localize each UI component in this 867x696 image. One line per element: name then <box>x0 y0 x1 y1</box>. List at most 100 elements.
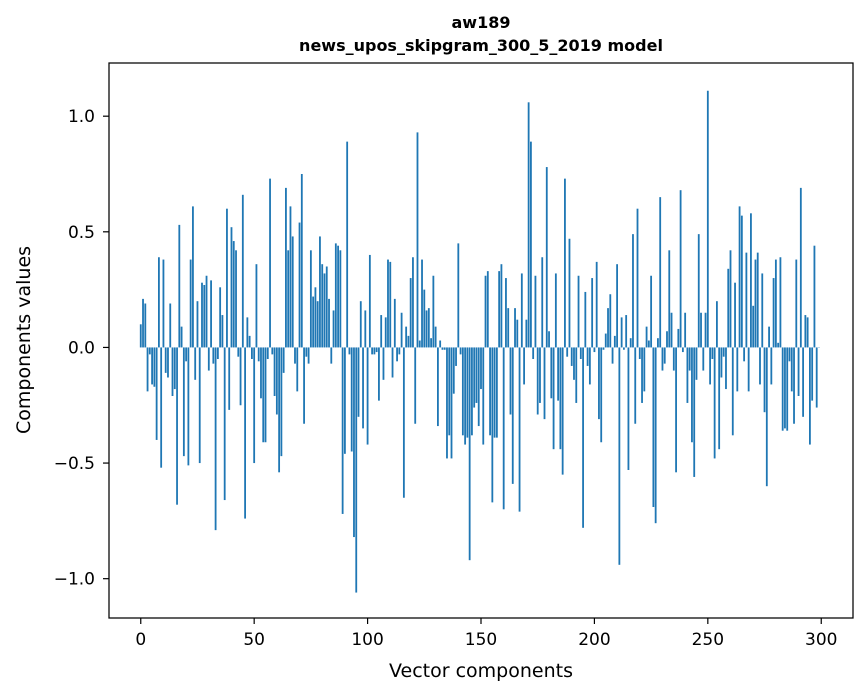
bar-164 <box>511 347 514 484</box>
bar-113 <box>396 347 398 362</box>
bar-176 <box>539 347 541 403</box>
bar-229 <box>659 197 662 348</box>
bar-100 <box>366 347 369 445</box>
bar-22 <box>189 259 192 348</box>
bar-198 <box>588 347 591 385</box>
bar-197 <box>586 347 589 366</box>
bar-238 <box>679 190 682 348</box>
bar-96 <box>357 347 360 417</box>
bar-169 <box>523 347 525 385</box>
bar-72 <box>303 347 305 424</box>
bar-239 <box>681 347 684 353</box>
bar-196 <box>584 291 587 348</box>
bar-150 <box>480 347 482 390</box>
bar-31 <box>210 280 212 348</box>
bar-138 <box>452 347 455 394</box>
bar-51 <box>255 264 258 348</box>
bar-34 <box>216 347 219 359</box>
bar-118 <box>407 335 410 348</box>
bar-288 <box>793 347 795 424</box>
bar-102 <box>371 347 374 355</box>
chart-title: aw189 <box>452 13 511 32</box>
bar-296 <box>811 347 814 401</box>
bar-231 <box>663 347 666 364</box>
bar-247 <box>700 312 702 348</box>
bar-230 <box>661 347 664 371</box>
bar-227 <box>654 347 657 524</box>
bar-167 <box>518 347 521 512</box>
bar-263 <box>736 347 739 392</box>
bar-233 <box>668 250 671 348</box>
bar-278 <box>770 347 773 385</box>
bar-11 <box>164 347 167 373</box>
bar-236 <box>675 347 677 473</box>
bar-16 <box>176 347 178 505</box>
bar-159 <box>500 264 503 348</box>
bar-232 <box>666 331 668 348</box>
bar-185 <box>559 347 562 450</box>
bar-12 <box>167 347 169 378</box>
bar-222 <box>643 347 646 392</box>
bar-140 <box>457 243 460 348</box>
bar-13 <box>169 303 172 348</box>
x-tick-label: 250 <box>692 630 724 650</box>
bar-273 <box>759 347 761 385</box>
bar-264 <box>738 206 741 348</box>
bar-283 <box>781 347 784 431</box>
bar-228 <box>657 338 659 348</box>
bar-126 <box>425 310 428 348</box>
bar-241 <box>686 347 689 403</box>
bar-298 <box>815 347 818 408</box>
bar-73 <box>305 347 308 357</box>
bar-110 <box>389 261 392 348</box>
bar-180 <box>548 331 550 348</box>
y-tick-label: 0.0 <box>68 338 95 358</box>
bar-297 <box>813 245 816 348</box>
bar-226 <box>652 347 655 507</box>
bar-155 <box>491 347 494 503</box>
bar-293 <box>804 315 807 348</box>
x-tick-label: 300 <box>805 630 837 650</box>
bar-36 <box>221 315 224 348</box>
bar-56 <box>266 347 269 359</box>
bar-156 <box>493 347 496 438</box>
bar-106 <box>380 315 383 348</box>
bar-70 <box>298 222 301 348</box>
bar-148 <box>475 347 478 403</box>
bar-99 <box>364 310 367 348</box>
bar-24 <box>194 347 197 380</box>
bar-37 <box>223 347 226 501</box>
bar-91 <box>346 141 349 348</box>
bar-94 <box>353 347 355 538</box>
bar-58 <box>271 347 274 355</box>
bar-281 <box>777 342 780 348</box>
bar-270 <box>752 305 755 348</box>
bar-139 <box>455 347 457 366</box>
bar-163 <box>509 347 512 415</box>
bar-65 <box>287 250 290 348</box>
bar-271 <box>754 259 757 348</box>
bar-213 <box>623 347 625 350</box>
bar-200 <box>593 347 596 353</box>
bar-42 <box>235 250 237 348</box>
bar-43 <box>237 347 240 357</box>
bar-141 <box>459 347 462 355</box>
bar-79 <box>319 236 321 348</box>
chart-subtitle: news_upos_skipgram_300_5_2019 model <box>299 36 663 55</box>
bar-194 <box>579 347 582 359</box>
bar-90 <box>344 347 346 454</box>
bar-142 <box>461 347 464 436</box>
bar-23 <box>192 206 194 348</box>
bar-199 <box>591 278 594 348</box>
bar-182 <box>552 347 555 450</box>
bar-130 <box>434 326 437 348</box>
y-tick-label: −1.0 <box>54 570 95 590</box>
bar-214 <box>625 315 628 348</box>
bar-136 <box>448 347 451 436</box>
bar-17 <box>178 224 181 348</box>
bar-117 <box>405 326 408 348</box>
bar-183 <box>554 273 557 348</box>
bar-54 <box>262 347 265 443</box>
bar-81 <box>323 273 326 348</box>
